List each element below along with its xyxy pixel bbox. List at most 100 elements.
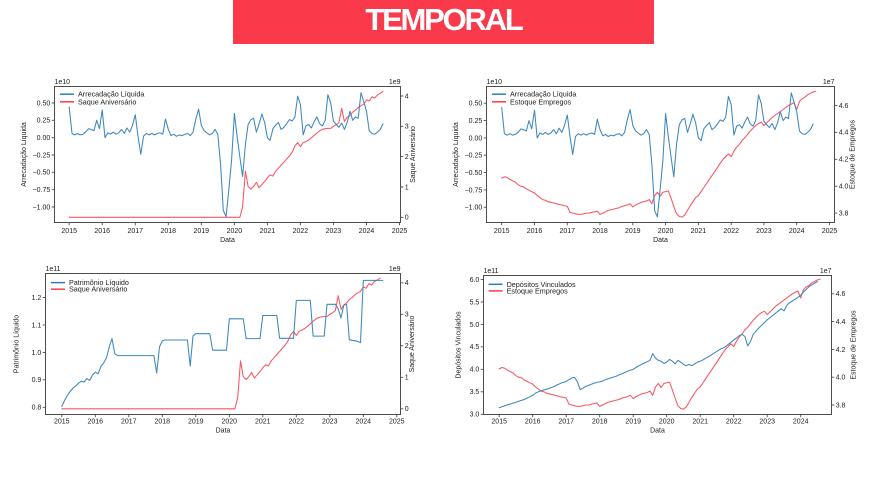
svg-text:2019: 2019 bbox=[625, 418, 641, 425]
svg-text:2025: 2025 bbox=[822, 228, 838, 235]
svg-text:2016: 2016 bbox=[527, 228, 543, 235]
svg-text:2024: 2024 bbox=[356, 418, 372, 425]
svg-text:2015: 2015 bbox=[494, 228, 510, 235]
svg-text:1: 1 bbox=[405, 375, 409, 382]
svg-text:Patrimônio Líquido: Patrimônio Líquido bbox=[14, 315, 21, 373]
svg-text:1e11: 1e11 bbox=[484, 268, 499, 275]
svg-text:Arrecadação Líquida: Arrecadação Líquida bbox=[453, 122, 460, 187]
svg-text:4: 4 bbox=[405, 93, 409, 100]
svg-text:4: 4 bbox=[405, 280, 409, 287]
svg-text:2023: 2023 bbox=[756, 228, 772, 235]
svg-text:2022: 2022 bbox=[726, 418, 742, 425]
svg-text:−0.50: −0.50 bbox=[465, 170, 483, 177]
svg-text:−0.75: −0.75 bbox=[33, 187, 51, 194]
svg-text:1e10: 1e10 bbox=[487, 79, 503, 86]
svg-text:Data: Data bbox=[216, 427, 231, 434]
svg-text:0.9: 0.9 bbox=[32, 377, 42, 384]
svg-text:Data: Data bbox=[650, 427, 665, 434]
svg-text:2016: 2016 bbox=[94, 228, 110, 235]
svg-text:0.25: 0.25 bbox=[469, 118, 483, 125]
svg-text:Estoque Empregos: Estoque Empregos bbox=[510, 97, 572, 106]
svg-text:2019: 2019 bbox=[188, 418, 204, 425]
svg-text:2024: 2024 bbox=[789, 228, 805, 235]
svg-text:0.25: 0.25 bbox=[37, 118, 51, 125]
svg-text:Saque Aniversário: Saque Aniversário bbox=[410, 126, 417, 183]
svg-text:−0.25: −0.25 bbox=[33, 152, 51, 159]
svg-text:2016: 2016 bbox=[88, 418, 104, 425]
svg-text:Arrecadação Líquida: Arrecadação Líquida bbox=[510, 90, 576, 99]
svg-text:1e9: 1e9 bbox=[389, 79, 401, 86]
svg-text:2019: 2019 bbox=[625, 228, 641, 235]
svg-text:Depósitos Vinculados: Depósitos Vinculados bbox=[456, 311, 463, 379]
svg-text:3: 3 bbox=[405, 124, 409, 131]
svg-text:3: 3 bbox=[405, 312, 409, 319]
svg-text:1e11: 1e11 bbox=[46, 266, 61, 273]
svg-text:4.2: 4.2 bbox=[836, 347, 846, 354]
svg-text:Arrecadação Líquida: Arrecadação Líquida bbox=[78, 90, 144, 99]
svg-text:1.0: 1.0 bbox=[32, 350, 42, 357]
svg-text:4.0: 4.0 bbox=[470, 367, 480, 374]
svg-text:0.50: 0.50 bbox=[37, 100, 51, 107]
svg-text:0.00: 0.00 bbox=[469, 135, 483, 142]
svg-text:2023: 2023 bbox=[322, 418, 338, 425]
svg-text:Estoque Empregos: Estoque Empregos bbox=[507, 286, 569, 295]
svg-text:1: 1 bbox=[405, 184, 409, 191]
svg-text:3.8: 3.8 bbox=[839, 211, 849, 218]
svg-text:2017: 2017 bbox=[121, 418, 137, 425]
svg-text:2: 2 bbox=[405, 154, 409, 161]
svg-text:2020: 2020 bbox=[659, 418, 675, 425]
svg-text:1.2: 1.2 bbox=[32, 295, 42, 302]
svg-text:Estoque de Empregos: Estoque de Empregos bbox=[851, 310, 858, 380]
svg-text:−1.00: −1.00 bbox=[33, 204, 51, 211]
svg-text:2023: 2023 bbox=[326, 228, 342, 235]
svg-text:1.1: 1.1 bbox=[32, 322, 42, 329]
svg-text:2019: 2019 bbox=[194, 228, 210, 235]
svg-text:2018: 2018 bbox=[592, 418, 608, 425]
svg-text:2021: 2021 bbox=[692, 418, 708, 425]
svg-text:2022: 2022 bbox=[293, 228, 309, 235]
svg-text:2023: 2023 bbox=[759, 418, 775, 425]
svg-text:2021: 2021 bbox=[255, 418, 271, 425]
svg-text:2025: 2025 bbox=[389, 418, 405, 425]
svg-text:0.50: 0.50 bbox=[469, 101, 483, 108]
svg-text:3.5: 3.5 bbox=[470, 389, 480, 396]
svg-text:2020: 2020 bbox=[658, 228, 674, 235]
svg-text:0: 0 bbox=[405, 406, 409, 413]
svg-text:2022: 2022 bbox=[723, 228, 739, 235]
svg-text:2021: 2021 bbox=[691, 228, 707, 235]
svg-text:5.0: 5.0 bbox=[470, 322, 480, 329]
svg-text:2020: 2020 bbox=[222, 418, 238, 425]
svg-text:4.0: 4.0 bbox=[839, 184, 849, 191]
svg-text:Saque Aniversário: Saque Aniversário bbox=[69, 285, 127, 294]
svg-text:2021: 2021 bbox=[260, 228, 276, 235]
svg-text:4.5: 4.5 bbox=[470, 344, 480, 351]
svg-text:3.8: 3.8 bbox=[836, 402, 846, 409]
svg-text:4.6: 4.6 bbox=[839, 103, 849, 110]
svg-text:Saque Aniversário: Saque Aniversário bbox=[78, 97, 136, 106]
svg-text:−1.00: −1.00 bbox=[465, 205, 483, 212]
svg-text:1e10: 1e10 bbox=[55, 79, 71, 86]
svg-text:4.2: 4.2 bbox=[839, 157, 849, 164]
svg-text:2025: 2025 bbox=[392, 228, 408, 235]
svg-text:2017: 2017 bbox=[558, 418, 574, 425]
svg-text:2020: 2020 bbox=[227, 228, 243, 235]
svg-text:4.6: 4.6 bbox=[836, 291, 846, 298]
svg-text:4.4: 4.4 bbox=[839, 130, 849, 137]
svg-text:2017: 2017 bbox=[128, 228, 144, 235]
svg-text:0.00: 0.00 bbox=[37, 135, 51, 142]
svg-text:Data: Data bbox=[653, 237, 668, 244]
svg-text:Data: Data bbox=[220, 237, 235, 244]
svg-text:1e9: 1e9 bbox=[389, 266, 401, 273]
svg-text:2016: 2016 bbox=[525, 418, 541, 425]
svg-text:2017: 2017 bbox=[560, 228, 576, 235]
svg-text:−0.50: −0.50 bbox=[33, 170, 51, 177]
svg-text:2: 2 bbox=[405, 343, 409, 350]
svg-text:Depósitos Vinculados: Depósitos Vinculados bbox=[507, 280, 576, 289]
svg-text:1e7: 1e7 bbox=[820, 268, 832, 275]
svg-text:Arrecadação Líquida: Arrecadação Líquida bbox=[21, 122, 28, 187]
svg-text:4.0: 4.0 bbox=[836, 375, 846, 382]
svg-text:2024: 2024 bbox=[793, 418, 809, 425]
svg-text:Patrimônio Líquido: Patrimônio Líquido bbox=[69, 278, 129, 287]
svg-text:2015: 2015 bbox=[54, 418, 70, 425]
svg-text:2015: 2015 bbox=[61, 228, 77, 235]
